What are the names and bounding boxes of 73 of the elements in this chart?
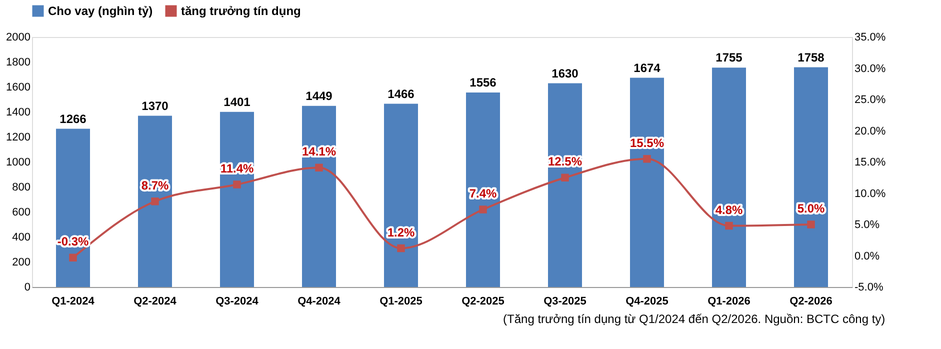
data-label: 1466 [388,86,415,101]
data-label: 1630 [552,66,579,80]
data-label: 1266 [60,112,87,126]
bar [712,68,746,287]
point [233,180,241,188]
legend-label: tăng trưởng tín dụng [181,4,301,18]
data-label: 8.7% [141,178,169,192]
data-label: 1449 [306,88,333,103]
data-label: 4.8% [715,202,743,217]
point [643,155,651,163]
x-tick-label: Q4-2024 [298,296,342,308]
data-label: 1755 [716,50,743,65]
bar [384,104,418,287]
point [561,174,569,182]
y2-tick-label: 15.0% [854,156,886,168]
point [69,254,77,262]
point [479,206,487,214]
y-tick-label: 600 [12,206,30,218]
x-tick-label: Q3-2024 [216,296,260,308]
bar [630,78,664,287]
data-label: 7.4% [469,186,497,200]
bar [794,67,828,287]
bar [302,106,336,287]
y2-tick-label: -5.0% [854,282,884,294]
point [807,220,815,228]
y2-tick-label: 10.0% [854,188,886,200]
x-tick-label: Q1-2025 [380,296,422,308]
legend-label: Cho vay (nghìn tỷ) [48,4,153,18]
data-label: 1556 [470,76,497,90]
data-label: 15.5% [630,136,664,150]
y2-tick-label: 0.0% [854,250,880,262]
y-tick-label: 1400 [6,106,30,118]
y2-tick-label: 35.0% [854,32,886,44]
point [725,222,733,230]
y-tick-label: 1000 [6,156,30,168]
bar [56,128,90,287]
data-label: 1.2% [387,225,415,240]
y-tick-label: 200 [12,256,30,268]
text: (Tăng trưởng tín dụng từ Q1/2024 đến Q2/2026. Nguồn: BCTC công ty) [503,312,886,326]
data-label: 14.1% [302,144,336,159]
bar [138,116,172,287]
y-tick-label: 800 [12,182,30,194]
bar [548,83,582,287]
y-tick-label: 0 [24,282,30,294]
x-tick-label: Q2-2024 [134,296,178,308]
y-tick-label: 1200 [6,132,30,144]
y-tick-label: 1600 [6,82,30,94]
data-label: 1758 [798,50,825,64]
data-label: -0.3% [57,234,89,249]
y2-tick-label: 20.0% [854,125,886,138]
bar [220,112,254,287]
y-tick-label: 2000 [6,32,30,44]
x-tick-label: Q2-2026 [790,296,832,308]
data-label: 12.5% [548,154,582,169]
data-label: 1370 [142,98,169,113]
point [397,244,405,252]
data-label: 1674 [634,60,661,75]
y2-tick-label: 5.0% [854,219,880,231]
x-tick-label: Q1-2024 [52,296,96,308]
y2-tick-label: 25.0% [854,94,886,106]
x-tick-label: Q1-2026 [708,296,750,308]
data-label: 1401 [224,94,251,109]
x-tick-label: Q4-2025 [626,296,668,308]
x-tick-label: Q3-2025 [544,296,586,308]
y-tick-label: 1800 [6,56,30,68]
bar [466,92,500,287]
point [315,164,323,172]
point [151,198,159,206]
y-tick-label: 400 [12,232,30,244]
data-label: 5.0% [797,202,825,216]
x-tick-label: Q2-2025 [462,296,504,308]
y2-tick-label: 30.0% [854,62,886,75]
data-label: 11.4% [220,162,254,176]
